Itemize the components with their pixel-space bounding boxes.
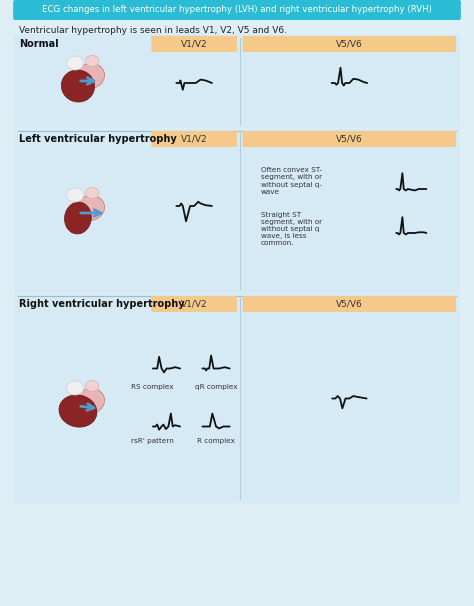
- FancyBboxPatch shape: [151, 131, 237, 147]
- FancyBboxPatch shape: [14, 294, 460, 503]
- Ellipse shape: [76, 195, 105, 221]
- Ellipse shape: [76, 388, 105, 413]
- Text: Right ventricular hypertrophy: Right ventricular hypertrophy: [19, 299, 184, 309]
- Text: Ventricular hypertrophy is seen in leads V1, V2, V5 and V6.: Ventricular hypertrophy is seen in leads…: [19, 26, 287, 35]
- Text: rsR' pattern: rsR' pattern: [131, 439, 173, 444]
- Text: Straight ST
segment, with or
without septal q
wave, is less
common.: Straight ST segment, with or without sep…: [261, 212, 322, 246]
- Text: ECG changes in left ventricular hypertrophy (LVH) and right ventricular hypertro: ECG changes in left ventricular hypertro…: [42, 5, 432, 15]
- FancyBboxPatch shape: [14, 34, 460, 128]
- Ellipse shape: [66, 188, 83, 202]
- Ellipse shape: [85, 56, 99, 67]
- FancyBboxPatch shape: [13, 0, 461, 20]
- FancyBboxPatch shape: [151, 296, 237, 312]
- Text: R complex: R complex: [197, 439, 235, 444]
- Ellipse shape: [64, 202, 91, 234]
- Text: V5/V6: V5/V6: [336, 39, 363, 48]
- FancyBboxPatch shape: [14, 129, 460, 293]
- Ellipse shape: [85, 187, 99, 199]
- Text: Left ventricular hypertrophy: Left ventricular hypertrophy: [19, 134, 177, 144]
- Ellipse shape: [66, 381, 83, 395]
- Ellipse shape: [59, 395, 97, 427]
- FancyBboxPatch shape: [243, 36, 456, 52]
- Text: V5/V6: V5/V6: [336, 135, 363, 144]
- Text: qR complex: qR complex: [195, 384, 237, 390]
- FancyBboxPatch shape: [243, 131, 456, 147]
- Text: RS complex: RS complex: [131, 384, 173, 390]
- Text: V1/V2: V1/V2: [181, 299, 208, 308]
- Text: V5/V6: V5/V6: [336, 299, 363, 308]
- Ellipse shape: [66, 56, 83, 70]
- Text: V1/V2: V1/V2: [181, 135, 208, 144]
- Text: V1/V2: V1/V2: [181, 39, 208, 48]
- FancyBboxPatch shape: [151, 36, 237, 52]
- Ellipse shape: [85, 381, 99, 391]
- Ellipse shape: [76, 64, 105, 88]
- Text: Normal: Normal: [19, 39, 58, 49]
- FancyBboxPatch shape: [243, 296, 456, 312]
- Ellipse shape: [61, 70, 95, 102]
- Text: Often convex ST-
segment, with or
without septal q-
wave: Often convex ST- segment, with or withou…: [261, 167, 322, 195]
